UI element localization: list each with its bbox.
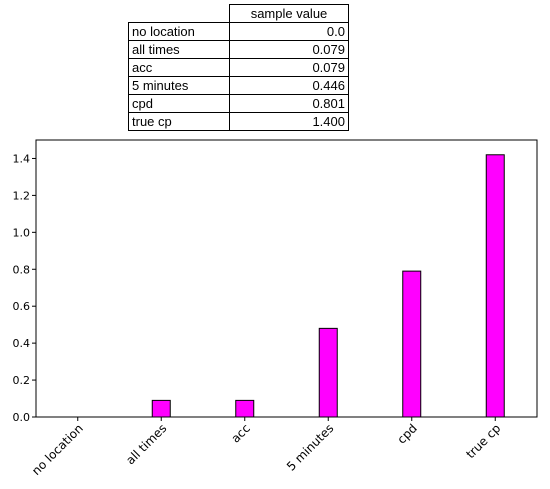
table-row: cpd 0.801 xyxy=(128,94,349,113)
y-tick-label: 0.2 xyxy=(13,374,31,387)
table-corner-cell xyxy=(128,4,230,23)
row-label: acc xyxy=(128,58,230,77)
y-axis-ticks: 0.0 0.2 0.4 0.6 0.8 1.0 1.2 1.4 xyxy=(13,152,36,424)
row-value: 1.400 xyxy=(229,112,349,131)
x-category-label: true cp xyxy=(463,421,503,461)
row-label: cpd xyxy=(128,94,230,113)
table-row: 5 minutes 0.446 xyxy=(128,76,349,95)
bar xyxy=(318,327,338,418)
x-category-label: cpd xyxy=(395,421,420,446)
x-axis-labels: no location all times acc 5 minutes cpd true … xyxy=(29,417,503,478)
bar xyxy=(402,270,422,418)
bar xyxy=(235,399,255,418)
y-tick-label: 1.2 xyxy=(13,189,31,202)
table-row: all times 0.079 xyxy=(128,40,349,59)
table-header-row: sample value xyxy=(128,4,349,23)
row-value: 0.446 xyxy=(229,76,349,95)
y-tick-label: 0.6 xyxy=(13,300,31,313)
summary-table: sample value no location 0.0 all times 0… xyxy=(128,4,349,131)
bar xyxy=(485,154,505,418)
row-label: all times xyxy=(128,40,230,59)
bar xyxy=(151,399,171,418)
row-value: 0.079 xyxy=(229,40,349,59)
x-category-label: 5 minutes xyxy=(284,421,336,473)
table-row: acc 0.079 xyxy=(128,58,349,77)
row-value: 0.0 xyxy=(229,22,349,41)
table-row: no location 0.0 xyxy=(128,22,349,41)
row-label: 5 minutes xyxy=(128,76,230,95)
bars xyxy=(151,154,505,418)
table-row: true cp 1.400 xyxy=(128,112,349,131)
y-tick-label: 0.8 xyxy=(13,263,31,276)
row-label: true cp xyxy=(128,112,230,131)
x-category-label: no location xyxy=(29,421,86,478)
table-header-sample-value: sample value xyxy=(229,4,349,23)
y-tick-label: 0.4 xyxy=(13,337,31,350)
y-tick-label: 1.0 xyxy=(13,226,31,239)
row-value: 0.079 xyxy=(229,58,349,77)
plot-frame xyxy=(35,139,538,418)
row-label: no location xyxy=(128,22,230,41)
y-tick-label: 0.0 xyxy=(13,411,31,424)
y-tick-label: 1.4 xyxy=(13,152,31,165)
x-category-label: all times xyxy=(123,421,169,467)
x-category-label: acc xyxy=(228,421,252,445)
row-value: 0.801 xyxy=(229,94,349,113)
